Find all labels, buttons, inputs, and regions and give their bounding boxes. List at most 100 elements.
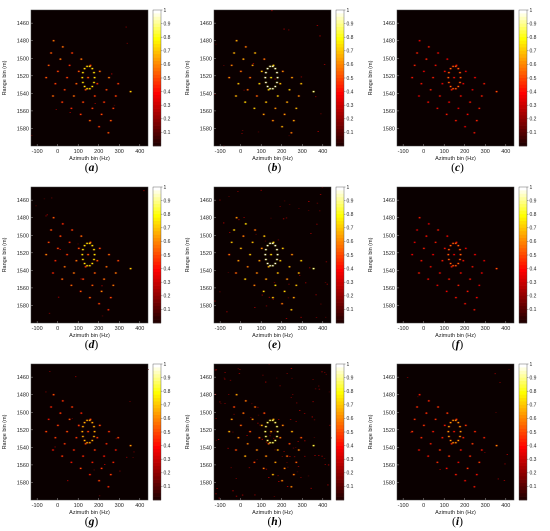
colorbar-segment bbox=[153, 37, 161, 41]
scatterer-point bbox=[288, 89, 291, 91]
scatterer-point bbox=[75, 83, 78, 85]
scatterer-point bbox=[455, 418, 458, 420]
noise-speck bbox=[54, 446, 56, 448]
scatterer-point bbox=[495, 91, 498, 93]
colorbar-segment bbox=[519, 200, 527, 205]
colorbar-segment bbox=[519, 231, 527, 235]
colorbar-segment bbox=[153, 268, 161, 273]
scatterer-point bbox=[233, 229, 235, 231]
colorbar-tick-label: 0.1 bbox=[164, 130, 171, 136]
colorbar-segment bbox=[519, 142, 527, 147]
colorbar-segment bbox=[519, 71, 527, 75]
scatterer-point bbox=[117, 83, 119, 85]
scatterer-point bbox=[83, 439, 86, 442]
noise-speck bbox=[503, 480, 506, 481]
colorbar-segment bbox=[153, 367, 161, 372]
noise-speck bbox=[214, 393, 217, 395]
colorbar-segment bbox=[519, 387, 527, 392]
scatterer-point bbox=[254, 229, 256, 231]
scatterer-point bbox=[452, 242, 454, 244]
colorbar-segment bbox=[336, 10, 344, 14]
scatterer-point bbox=[283, 290, 286, 292]
x-tick-label: 300 bbox=[115, 503, 124, 509]
scatterer-point bbox=[455, 265, 457, 267]
colorbar-tick-label: 0.3 bbox=[530, 280, 537, 286]
noise-speck bbox=[309, 267, 311, 269]
x-tick-label: -100 bbox=[32, 503, 43, 509]
scatterer-point bbox=[449, 439, 452, 442]
y-tick-label: 1460 bbox=[200, 375, 212, 381]
colorbar-segment bbox=[519, 221, 527, 225]
noise-speck bbox=[264, 240, 267, 242]
noise-speck bbox=[317, 131, 319, 132]
scatterer-point bbox=[235, 95, 237, 97]
noise-speck bbox=[283, 451, 285, 452]
scatterer-point bbox=[66, 431, 68, 433]
scatterer-point bbox=[449, 245, 452, 247]
scatterer-point bbox=[86, 265, 88, 267]
scatterer-point bbox=[312, 268, 315, 270]
scatterer-point bbox=[437, 229, 439, 231]
noise-speck bbox=[406, 377, 409, 378]
heatmap-c: -100 0 100 200 300 400 1460 1480 1500 1520 1540 156… bbox=[368, 8, 537, 162]
x-tick-label: 200 bbox=[277, 326, 286, 332]
noise-speck bbox=[232, 431, 234, 433]
colorbar-segment bbox=[336, 489, 344, 494]
scatterer-point bbox=[228, 431, 230, 433]
colorbar-segment bbox=[153, 74, 161, 79]
noise-speck bbox=[214, 93, 216, 95]
noise-speck bbox=[94, 103, 96, 104]
y-tick-label: 1520 bbox=[200, 428, 212, 434]
scatterer-point bbox=[272, 297, 274, 299]
colorbar-segment bbox=[519, 81, 527, 86]
colorbar-segment bbox=[336, 20, 344, 24]
scatterer-point bbox=[290, 486, 293, 488]
y-tick-label: 1540 bbox=[200, 445, 212, 451]
noise-speck bbox=[237, 368, 239, 370]
scatterer-point bbox=[240, 70, 242, 72]
noise-speck bbox=[318, 385, 320, 387]
scatterer-point bbox=[457, 284, 460, 286]
colorbar-segment bbox=[153, 61, 161, 65]
scatterer-point bbox=[471, 266, 474, 268]
noise-speck bbox=[287, 466, 289, 468]
x-axis-label: Azimuth bin (Hz) bbox=[69, 510, 110, 516]
noise-speck bbox=[304, 455, 306, 457]
colorbar-segment bbox=[336, 27, 344, 31]
scatterer-point bbox=[439, 449, 441, 451]
x-tick-label: -100 bbox=[398, 149, 409, 155]
colorbar-segment bbox=[336, 67, 344, 72]
scatterer-point bbox=[240, 424, 242, 426]
scatterer-point bbox=[270, 77, 272, 79]
scatterer-point bbox=[436, 284, 439, 286]
colorbar-segment bbox=[519, 381, 527, 385]
colorbar-segment bbox=[519, 248, 527, 252]
scatterer-point bbox=[112, 107, 115, 109]
scatterer-point bbox=[441, 437, 444, 439]
colorbar-segment bbox=[153, 295, 161, 300]
scatterer-point bbox=[455, 442, 457, 444]
scatterer-point bbox=[83, 422, 86, 424]
scatterer-point bbox=[230, 64, 233, 66]
scatterer-point bbox=[444, 247, 446, 249]
x-tick-label: 100 bbox=[257, 149, 266, 155]
scatterer-point bbox=[93, 249, 95, 251]
x-tick-label: 200 bbox=[94, 503, 103, 509]
heatmap-e: -100 0 100 200 300 400 1460 1480 1500 1520 1540 156… bbox=[185, 185, 354, 339]
scatterer-point bbox=[276, 435, 278, 438]
colorbar-segment bbox=[153, 27, 161, 31]
colorbar-segment bbox=[336, 438, 344, 443]
scatterer-point bbox=[96, 83, 99, 85]
x-tick-label: 200 bbox=[277, 503, 286, 509]
colorbar-segment bbox=[336, 139, 344, 143]
scatterer-point bbox=[446, 412, 449, 414]
colorbar-segment bbox=[153, 13, 161, 18]
noise-speck bbox=[323, 64, 326, 65]
y-tick-label: 1560 bbox=[17, 109, 29, 115]
scatterer-point bbox=[276, 431, 279, 433]
scatterer-point bbox=[269, 65, 271, 67]
colorbar-segment bbox=[336, 217, 344, 222]
scatterer-point bbox=[460, 95, 462, 97]
scatterer-point bbox=[244, 455, 246, 457]
colorbar-tick-label: 0.3 bbox=[164, 103, 171, 109]
